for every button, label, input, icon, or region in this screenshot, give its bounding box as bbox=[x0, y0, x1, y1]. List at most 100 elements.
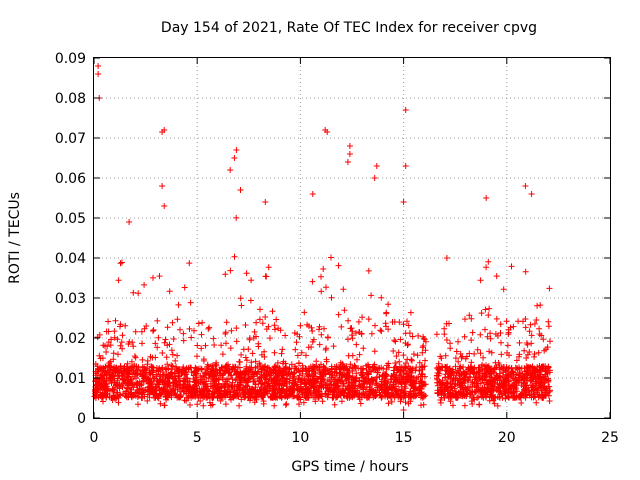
data-point bbox=[409, 357, 415, 364]
data-point bbox=[355, 318, 362, 325]
data-point bbox=[108, 380, 115, 387]
y-tick-label: 0.04 bbox=[55, 251, 86, 267]
data-point bbox=[375, 365, 381, 372]
data-point bbox=[222, 271, 229, 278]
data-point bbox=[522, 385, 529, 392]
data-point bbox=[400, 321, 407, 328]
data-point bbox=[222, 330, 229, 337]
data-point bbox=[321, 325, 327, 332]
data-point bbox=[165, 365, 172, 372]
data-point bbox=[233, 214, 240, 221]
data-point bbox=[196, 392, 203, 398]
data-point bbox=[542, 389, 549, 396]
data-point bbox=[376, 391, 383, 398]
data-point bbox=[452, 394, 459, 400]
data-point bbox=[169, 363, 176, 370]
data-point bbox=[352, 330, 359, 337]
data-point bbox=[417, 385, 424, 391]
data-point bbox=[325, 369, 332, 376]
data-point bbox=[265, 264, 272, 271]
data-point bbox=[349, 328, 356, 335]
data-point bbox=[273, 316, 280, 323]
data-point bbox=[95, 71, 102, 77]
data-point bbox=[265, 370, 272, 377]
data-point bbox=[242, 354, 249, 361]
data-point bbox=[485, 312, 492, 319]
data-point bbox=[435, 364, 442, 371]
data-point bbox=[274, 372, 281, 379]
data-point bbox=[405, 363, 412, 370]
data-point bbox=[372, 322, 378, 329]
data-point bbox=[353, 341, 360, 348]
data-point bbox=[282, 332, 289, 339]
data-point bbox=[477, 277, 484, 284]
data-point bbox=[389, 319, 396, 325]
data-point bbox=[303, 395, 310, 401]
data-point bbox=[321, 379, 328, 385]
data-point bbox=[305, 367, 312, 374]
data-point bbox=[344, 159, 351, 165]
data-point bbox=[243, 367, 250, 374]
data-point bbox=[455, 338, 461, 345]
x-axis-label: GPS time / hours bbox=[291, 459, 408, 475]
data-point bbox=[255, 368, 262, 375]
data-point bbox=[271, 402, 278, 409]
data-point bbox=[291, 365, 298, 372]
data-point bbox=[396, 319, 403, 326]
data-point bbox=[391, 337, 398, 344]
data-point bbox=[323, 356, 330, 363]
data-point bbox=[180, 337, 187, 344]
data-point bbox=[169, 319, 176, 326]
data-point bbox=[111, 328, 118, 335]
data-point bbox=[539, 379, 546, 386]
data-point bbox=[319, 369, 326, 376]
axis-ticks bbox=[93, 57, 611, 419]
data-point bbox=[257, 306, 263, 313]
data-point bbox=[282, 402, 289, 408]
data-point bbox=[534, 302, 541, 309]
data-point bbox=[438, 355, 445, 362]
data-point bbox=[146, 379, 153, 386]
data-point bbox=[508, 369, 515, 376]
data-point bbox=[289, 389, 296, 396]
data-point bbox=[94, 334, 101, 341]
data-point bbox=[416, 359, 423, 366]
data-point bbox=[487, 330, 494, 337]
data-point bbox=[318, 393, 325, 400]
data-point bbox=[482, 326, 488, 333]
data-point bbox=[416, 367, 423, 374]
data-point bbox=[342, 378, 349, 384]
data-point bbox=[233, 338, 240, 345]
data-point bbox=[437, 399, 444, 406]
y-tick-label: 0.05 bbox=[55, 211, 86, 227]
data-point bbox=[279, 360, 286, 367]
data-point bbox=[318, 331, 325, 338]
data-point bbox=[328, 365, 335, 372]
data-point bbox=[447, 398, 454, 405]
data-point bbox=[130, 343, 137, 350]
data-point bbox=[390, 367, 397, 374]
data-point bbox=[118, 259, 125, 266]
data-point bbox=[486, 348, 493, 355]
data-point bbox=[485, 363, 492, 370]
data-point bbox=[294, 352, 301, 359]
data-point bbox=[278, 385, 285, 392]
data-point bbox=[390, 348, 397, 354]
data-point bbox=[539, 391, 546, 398]
data-point bbox=[376, 373, 383, 380]
data-point bbox=[187, 402, 193, 408]
data-point bbox=[535, 349, 542, 356]
data-point bbox=[181, 375, 188, 382]
data-point bbox=[251, 328, 258, 335]
data-point bbox=[529, 384, 536, 391]
data-point bbox=[327, 381, 334, 388]
data-point bbox=[309, 328, 316, 334]
data-point bbox=[408, 382, 415, 389]
data-point bbox=[152, 384, 159, 391]
data-point bbox=[237, 295, 244, 302]
data-point bbox=[205, 393, 212, 399]
data-point bbox=[302, 386, 309, 393]
data-point bbox=[223, 340, 229, 347]
data-point bbox=[393, 378, 400, 385]
